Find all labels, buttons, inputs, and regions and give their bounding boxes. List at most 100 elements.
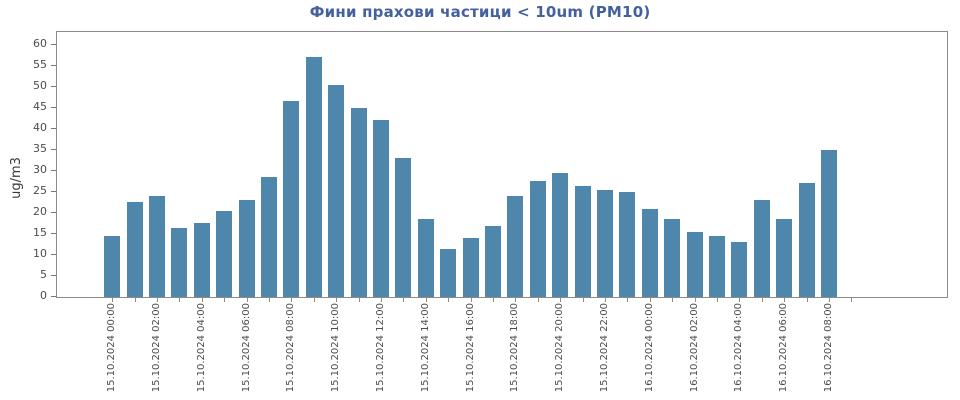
- y-tick-mark: [51, 296, 56, 297]
- bar-15.10.2024 20:00[interactable]: [552, 172, 569, 297]
- y-tick-mark: [51, 253, 56, 255]
- bar-16.10.2024 04:00[interactable]: [731, 242, 748, 297]
- x-tick-mark: [224, 298, 226, 302]
- bar-15.10.2024 13:00[interactable]: [395, 158, 412, 297]
- x-tick-label: 15.10.2024 12:00: [375, 303, 386, 393]
- x-tick-mark: [761, 298, 763, 302]
- bar-16.10.2024 06:00[interactable]: [776, 219, 793, 297]
- bar-15.10.2024 06:00[interactable]: [238, 200, 255, 297]
- y-tick-label: 20: [33, 204, 47, 218]
- x-tick-label: 15.10.2024 16:00: [464, 303, 476, 393]
- x-tick-mark: [829, 298, 830, 302]
- bar-15.10.2024 21:00[interactable]: [574, 185, 591, 297]
- x-tick-label: 15.10.2024 00:00: [106, 303, 118, 393]
- x-tick-mark: [336, 298, 338, 302]
- y-tick-mark: [51, 64, 56, 66]
- x-tick-mark: [112, 298, 114, 302]
- bar-16.10.2024 07:00[interactable]: [798, 183, 815, 297]
- bar-15.10.2024 04:00[interactable]: [193, 223, 210, 297]
- bar-15.10.2024 05:00[interactable]: [216, 210, 233, 297]
- x-tick-mark: [717, 298, 718, 302]
- x-tick-label: 15.10.2024 08:00: [285, 303, 297, 393]
- y-tick-label: 25: [33, 183, 47, 197]
- bar-15.10.2024 18:00[interactable]: [507, 196, 524, 297]
- y-tick-mark: [51, 211, 56, 213]
- bar-15.10.2024 07:00[interactable]: [261, 177, 277, 297]
- x-tick-label: 15.10.2024 20:00: [554, 303, 566, 393]
- bar-16.10.2024 03:00[interactable]: [709, 236, 725, 297]
- x-tick-label: 15.10.2024 18:00: [509, 303, 521, 393]
- bar-15.10.2024 22:00[interactable]: [597, 189, 613, 297]
- x-tick-mark: [246, 298, 248, 302]
- y-tick-mark: [51, 43, 56, 45]
- x-tick-mark: [515, 298, 517, 302]
- x-tick-mark: [627, 298, 629, 302]
- bar-15.10.2024 16:00[interactable]: [462, 238, 479, 297]
- y-tick-mark: [51, 148, 56, 150]
- bar-15.10.2024 00:00[interactable]: [104, 236, 121, 297]
- bar-15.10.2024 01:00[interactable]: [126, 202, 143, 297]
- y-tick-mark: [51, 232, 56, 234]
- bar-15.10.2024 10:00[interactable]: [328, 84, 345, 297]
- x-tick-label: 15.10.2024 22:00: [599, 303, 610, 393]
- x-tick-mark: [560, 298, 562, 302]
- x-tick-mark: [358, 298, 360, 302]
- bar-15.10.2024 02:00[interactable]: [149, 196, 165, 297]
- bar-16.10.2024 02:00[interactable]: [686, 231, 703, 297]
- bar-16.10.2024 05:00[interactable]: [753, 200, 770, 297]
- x-tick-label: 15.10.2024 10:00: [330, 303, 342, 393]
- x-tick-mark: [582, 298, 584, 302]
- bar-15.10.2024 14:00[interactable]: [417, 219, 434, 297]
- bar-16.10.2024 00:00[interactable]: [641, 208, 658, 297]
- y-tick-mark: [51, 274, 56, 276]
- y-tick-label: 35: [33, 141, 47, 155]
- bar-15.10.2024 17:00[interactable]: [485, 225, 501, 297]
- x-tick-mark: [179, 298, 181, 302]
- y-tick-mark: [51, 127, 56, 129]
- bar-15.10.2024 09:00[interactable]: [305, 57, 322, 297]
- plot-area: [56, 31, 948, 298]
- x-tick-mark: [806, 298, 808, 302]
- x-tick-mark: [851, 298, 853, 302]
- x-tick-label: 15.10.2024 04:00: [195, 303, 207, 393]
- bar-15.10.2024 11:00[interactable]: [350, 107, 367, 297]
- y-tick-mark: [51, 85, 56, 87]
- x-tick-mark: [425, 298, 427, 302]
- bar-16.10.2024 08:00[interactable]: [821, 149, 837, 297]
- bar-16.10.2024 01:00[interactable]: [664, 219, 681, 297]
- chart-title: Фини прахови частици < 10um (PM10): [309, 3, 651, 21]
- y-tick-mark: [51, 169, 56, 171]
- x-tick-mark: [269, 298, 270, 302]
- x-tick-mark: [134, 298, 136, 302]
- bar-15.10.2024 15:00[interactable]: [440, 248, 457, 297]
- bar-15.10.2024 23:00[interactable]: [619, 191, 636, 297]
- x-tick-mark: [784, 298, 786, 302]
- x-tick-mark: [739, 298, 741, 302]
- y-tick-label: 55: [33, 57, 47, 71]
- x-tick-mark: [605, 298, 606, 302]
- x-tick-label: 16.10.2024 04:00: [733, 303, 745, 393]
- x-tick-mark: [649, 298, 651, 302]
- y-tick-label: 10: [33, 246, 47, 260]
- x-tick-mark: [493, 298, 494, 302]
- x-tick-label: 15.10.2024 06:00: [240, 303, 252, 393]
- bar-15.10.2024 12:00[interactable]: [373, 120, 389, 297]
- x-tick-label: 15.10.2024 02:00: [151, 303, 162, 393]
- y-tick-label: 0: [40, 289, 47, 302]
- x-tick-mark: [448, 298, 450, 302]
- y-tick-label: 15: [33, 225, 47, 239]
- x-tick-mark: [313, 298, 315, 302]
- x-tick-mark: [157, 298, 158, 302]
- x-tick-label: 15.10.2024 14:00: [419, 303, 431, 393]
- y-tick-mark: [51, 106, 56, 108]
- x-tick-label: 16.10.2024 00:00: [643, 303, 655, 393]
- bar-15.10.2024 03:00[interactable]: [171, 227, 188, 297]
- x-tick-label: 16.10.2024 06:00: [778, 303, 790, 393]
- bar-15.10.2024 08:00[interactable]: [283, 101, 300, 297]
- x-tick-label: 16.10.2024 08:00: [823, 303, 834, 393]
- x-tick-label: 16.10.2024 02:00: [688, 303, 700, 393]
- bar-15.10.2024 19:00[interactable]: [529, 181, 546, 297]
- x-tick-mark: [470, 298, 472, 302]
- y-tick-label: 30: [33, 162, 47, 176]
- x-tick-mark: [381, 298, 382, 302]
